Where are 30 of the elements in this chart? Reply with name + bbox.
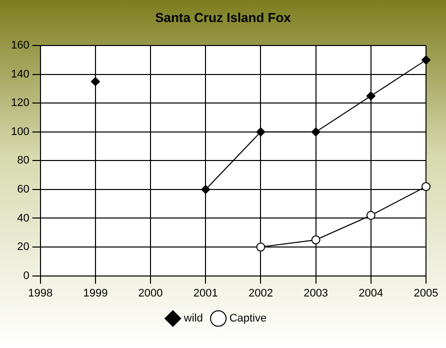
y-tick-label: 120 xyxy=(10,97,30,110)
x-tick-label: 2002 xyxy=(248,287,273,300)
point xyxy=(422,182,430,192)
y-tick-label: 0 xyxy=(23,270,30,282)
legend-label: Captive xyxy=(229,312,267,325)
x-tick-label: 1999 xyxy=(83,287,108,300)
chart-title: Santa Cruz Island Fox xyxy=(154,10,292,25)
x-tick-label: 1998 xyxy=(28,287,53,300)
x-tick-label: 2003 xyxy=(304,287,328,300)
point xyxy=(311,127,320,136)
x-tick-label: 2004 xyxy=(358,287,384,300)
x-tick-label: 2001 xyxy=(193,287,218,300)
x-tick-label: 2005 xyxy=(414,287,438,300)
y-tick-label: 100 xyxy=(10,126,30,138)
y-tick-label: 140 xyxy=(10,68,30,80)
point xyxy=(201,184,210,194)
point xyxy=(366,210,376,220)
point xyxy=(256,127,266,136)
point xyxy=(311,235,320,244)
y-tick-label: 80 xyxy=(17,154,30,167)
y-tick-label: 40 xyxy=(17,212,30,224)
y-tick-label: 160 xyxy=(10,40,30,52)
point xyxy=(90,77,100,86)
point xyxy=(366,91,376,100)
y-tick-label: 20 xyxy=(17,241,30,254)
point xyxy=(422,55,430,64)
legend-label: wild xyxy=(182,312,203,325)
x-tick-label: 2000 xyxy=(138,287,163,300)
y-tick-label: 60 xyxy=(17,184,30,196)
point xyxy=(256,242,266,252)
